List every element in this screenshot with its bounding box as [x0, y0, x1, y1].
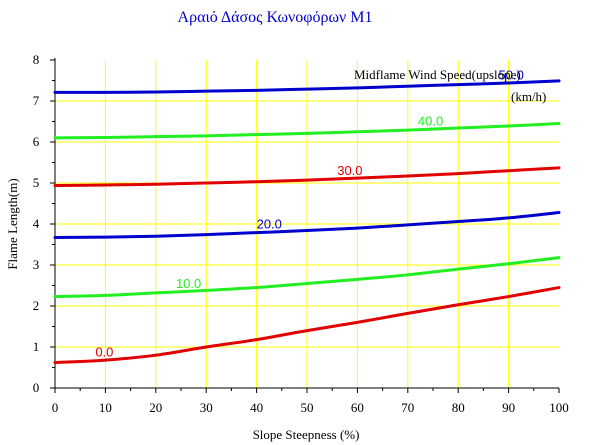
x-tick-label: 90 [502, 400, 515, 415]
series-line [53, 256, 561, 299]
y-tick-label: 0 [33, 380, 40, 395]
x-tick-label: 0 [52, 400, 59, 415]
series-line [53, 286, 561, 365]
series-label: 50.0 [499, 67, 524, 82]
x-tick-label: 10 [99, 400, 112, 415]
series-line [53, 166, 561, 187]
y-tick-label: 2 [33, 298, 40, 313]
x-tick-label: 50 [301, 400, 314, 415]
legend-title: Midflame Wind Speed(upslope) [354, 67, 521, 82]
x-tick-label: 80 [452, 400, 465, 415]
y-tick-label: 8 [33, 52, 40, 67]
y-tick-label: 7 [33, 93, 40, 108]
series-layer [53, 79, 561, 365]
x-tick-label: 60 [351, 400, 364, 415]
legend-units: (km/h) [511, 89, 546, 104]
grid-layer [55, 60, 559, 388]
x-tick-label: 30 [200, 400, 213, 415]
x-tick-label: 20 [149, 400, 162, 415]
x-axis-label: Slope Steepness (%) [253, 427, 360, 442]
x-tick-label: 100 [549, 400, 569, 415]
y-tick-label: 3 [33, 257, 40, 272]
x-tick-label: 40 [250, 400, 263, 415]
y-tick-label: 6 [33, 134, 40, 149]
series-line [53, 122, 561, 140]
series-labels-layer: 0.0 10.0 20.0 30.0 40.0 50.0 [95, 67, 524, 359]
y-axis-label: Flame Length(m) [5, 178, 20, 269]
y-tick-label: 1 [33, 339, 40, 354]
series-label: 30.0 [337, 163, 362, 178]
series-line [53, 211, 561, 240]
series-label: 40.0 [418, 114, 443, 129]
series-label: 20.0 [257, 217, 282, 232]
ticks-layer: 0 10 20 30 40 50 60 70 80 90 100 0 1 2 3 4 5 6 7 8 [33, 52, 569, 415]
x-tick-label: 70 [401, 400, 414, 415]
series-label: 0.0 [95, 345, 113, 360]
series-label: 10.0 [176, 276, 201, 291]
series-line [53, 79, 561, 94]
y-tick-label: 4 [33, 216, 40, 231]
chart-title: Αραιό Δάσος Κωνοφόρων M1 [178, 9, 373, 26]
y-tick-label: 5 [33, 175, 40, 190]
